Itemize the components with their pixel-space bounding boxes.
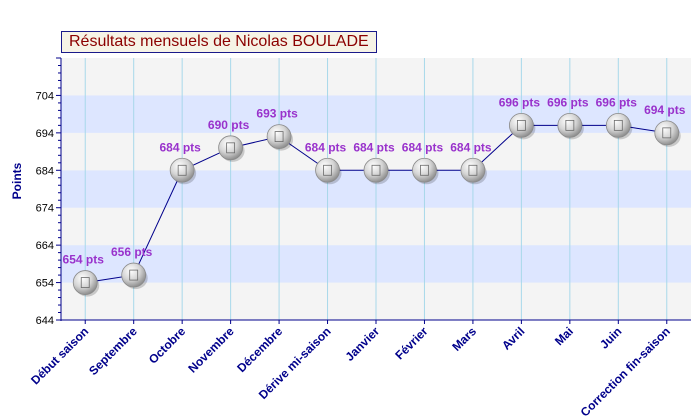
ball-emblem-icon	[129, 269, 139, 281]
chart-title: Résultats mensuels de Nicolas BOULADE	[61, 31, 377, 53]
data-label: 693 pts	[256, 107, 298, 121]
y-tick-label: 654	[36, 278, 54, 290]
x-tick-label: Septembre	[86, 324, 140, 378]
ball-emblem-icon	[662, 127, 672, 139]
data-point	[654, 120, 680, 146]
data-point	[315, 157, 340, 183]
data-point	[605, 112, 631, 138]
data-label: 684 pts	[159, 140, 201, 154]
ball-emblem-icon	[177, 164, 187, 176]
data-point	[266, 124, 292, 150]
ball-emblem-icon	[516, 119, 526, 131]
data-label: 696 pts	[499, 95, 541, 109]
data-point	[121, 262, 147, 288]
data-point	[169, 157, 195, 183]
y-tick-label: 694	[36, 128, 54, 140]
x-tick-label: Correction fin-saison	[578, 324, 673, 419]
x-tick-label: Janvier	[343, 324, 383, 364]
y-tick-label: 704	[36, 90, 54, 102]
data-label: 694 pts	[644, 103, 686, 117]
y-tick-label: 664	[36, 240, 54, 252]
x-tick-label: Novembre	[185, 324, 237, 376]
y-tick-label: 674	[36, 203, 54, 215]
y-tick-label: 644	[36, 315, 54, 327]
data-point	[557, 112, 583, 138]
data-label: 696 pts	[596, 95, 638, 109]
ball-emblem-icon	[80, 277, 90, 288]
x-tick-label: Février	[392, 324, 430, 362]
x-tick-label: Octobre	[146, 324, 189, 367]
y-tick-label: 684	[36, 165, 54, 177]
x-tick-label: Mai	[552, 324, 576, 348]
data-point	[412, 157, 437, 183]
ball-emblem-icon	[468, 164, 478, 176]
data-label: 684 pts	[305, 140, 347, 154]
data-point	[72, 270, 98, 295]
data-label: 656 pts	[111, 245, 153, 259]
x-tick-label: Avril	[499, 324, 527, 352]
ball-emblem-icon	[565, 119, 575, 131]
ball-emblem-icon	[371, 164, 381, 176]
data-point	[460, 157, 486, 183]
data-point	[218, 135, 244, 161]
x-tick-label: Décembre	[234, 324, 285, 375]
data-point	[363, 157, 389, 183]
ball-emblem-icon	[226, 142, 236, 154]
data-point	[508, 112, 534, 138]
ball-emblem-icon	[323, 164, 332, 176]
data-label: 690 pts	[208, 118, 250, 132]
data-label: 684 pts	[402, 140, 444, 154]
data-label: 684 pts	[353, 140, 395, 154]
ball-emblem-icon	[613, 119, 623, 131]
data-label: 696 pts	[547, 95, 589, 109]
data-label: 684 pts	[450, 140, 492, 154]
x-tick-label: Mars	[449, 324, 479, 354]
y-axis-label: Points	[10, 162, 24, 199]
ball-emblem-icon	[274, 131, 284, 143]
x-tick-label: Début saison	[28, 324, 91, 387]
ball-emblem-icon	[420, 164, 429, 176]
data-label: 654 pts	[63, 253, 105, 267]
x-tick-label: Juin	[597, 324, 624, 351]
